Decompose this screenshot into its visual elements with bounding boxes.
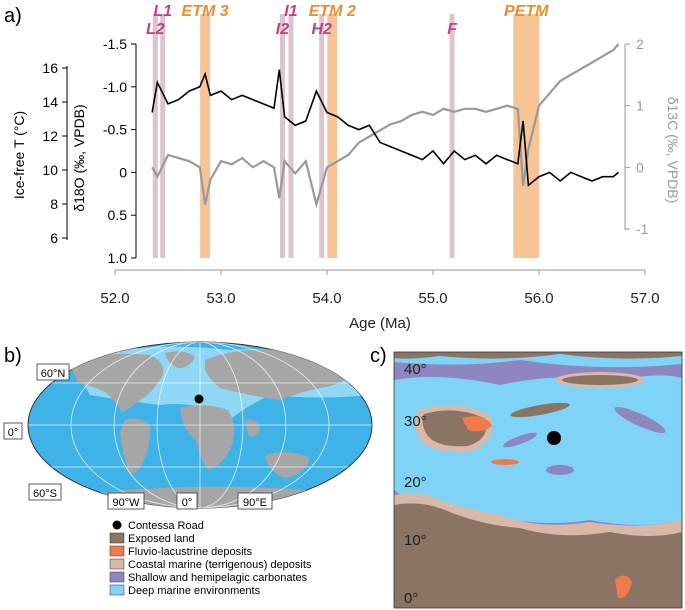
legend-swatch-coastal-marine — [109, 558, 125, 570]
d18o-tick-label: 0 — [119, 164, 127, 180]
event-label-petm: PETM — [504, 3, 549, 20]
legend-label-coastal-marine: Coastal marine (terrigenous) deposits — [128, 559, 312, 571]
event-band-etm-2 — [327, 14, 338, 258]
x-tick-label: 56.0 — [524, 290, 553, 307]
event-label-etm-3: ETM 3 — [182, 3, 229, 20]
c-lat-20: 20° — [404, 474, 427, 491]
lat-label-60s: 60°S — [33, 488, 57, 500]
legend-swatch-exposed-land — [109, 532, 125, 544]
d18o-tick-label: -1.0 — [103, 79, 127, 95]
event-label-i2: I2 — [276, 21, 289, 38]
panel-a-label: a) — [4, 5, 22, 27]
legend-label-fluvio-lacustrine: Fluvio-lacustrine deposits — [128, 546, 253, 558]
event-label-f: F — [447, 21, 458, 38]
southern-fluvio-deposit — [615, 575, 632, 599]
d13c-tick-label: -1 — [636, 221, 649, 237]
legend-label-shallow-carbonates: Shallow and hemipelagic carbonates — [128, 572, 308, 584]
x-tick-label: 54.0 — [312, 290, 341, 307]
lon-label-0: 0° — [182, 497, 193, 509]
x-tick-label: 57.0 — [630, 290, 659, 307]
event-label-h2: H2 — [311, 21, 332, 38]
temperature-axis: 16 14 12 10 8 6 — [42, 60, 68, 246]
legend-swatch-contessa-road — [112, 520, 122, 530]
temperature-axis-label: Ice-free T (°C) — [11, 111, 27, 199]
x-axis: 52.0 53.0 54.0 55.0 56.0 57.0 — [100, 269, 660, 307]
legend-swatch-deep-marine — [109, 584, 125, 596]
d13c-tick-label: 1 — [636, 98, 644, 114]
panel-b: b) — [3, 341, 373, 510]
c-lat-0: 0° — [404, 590, 418, 607]
southern-land — [394, 503, 682, 608]
event-label-l1: L1 — [153, 3, 172, 20]
d18o-axis: -1.5 -1.0 -0.5 0 0.5 1.0 — [103, 36, 137, 266]
lon-label-90w: 90°W — [112, 497, 140, 509]
c-lat-30: 30° — [404, 413, 427, 430]
legend-label-contessa-road: Contessa Road — [128, 520, 204, 532]
contessa-road-marker — [194, 394, 204, 404]
x-tick-label: 53.0 — [206, 290, 235, 307]
temp-tick-label: 12 — [42, 128, 58, 144]
d13c-axis: 2 1 0 -1 — [624, 36, 649, 237]
northern-land — [394, 352, 682, 359]
x-tick-label: 55.0 — [418, 290, 447, 307]
australia-landmass — [265, 452, 310, 478]
d13c-tick-label: 0 — [636, 159, 644, 175]
legend-label-exposed-land: Exposed land — [128, 533, 195, 545]
contessa-road-site-marker — [547, 431, 561, 445]
d18o-tick-label: 1.0 — [108, 250, 128, 266]
c-lat-40: 40° — [404, 361, 427, 378]
event-band-h2 — [319, 14, 325, 258]
lat-label-60n: 60°N — [41, 368, 66, 380]
legend-swatch-shallow-carbonates — [109, 571, 125, 583]
panel-b-label: b) — [4, 345, 22, 367]
event-band-f — [449, 14, 455, 258]
event-label-i1: I1 — [284, 3, 297, 20]
x-tick-label: 52.0 — [100, 290, 129, 307]
western-fluvio-deposit — [462, 416, 492, 432]
temp-tick-label: 10 — [42, 162, 58, 178]
event-label-etm-2: ETM 2 — [309, 3, 356, 20]
regional-map — [394, 352, 682, 608]
event-band-etm-3 — [200, 14, 211, 258]
temp-tick-label: 6 — [50, 230, 58, 246]
d18o-tick-label: 0.5 — [108, 207, 128, 223]
event-label-l2: L2 — [146, 21, 165, 38]
temp-tick-label: 14 — [42, 94, 58, 110]
legend: Contessa Road Exposed land Fluvio-lacust… — [109, 520, 312, 597]
d13c-series-line — [151, 43, 620, 209]
legend-label-deep-marine: Deep marine environments — [128, 585, 261, 597]
event-band-l1 — [160, 14, 166, 258]
d18o-axis-label: δ18O (‰, VPDB) — [71, 104, 87, 211]
panel-c: c) — [370, 345, 683, 609]
lat-label-equator: 0° — [8, 427, 19, 439]
south-america-landmass — [120, 418, 151, 474]
temp-tick-label: 8 — [50, 196, 58, 212]
d13c-tick-label: 2 — [636, 36, 644, 52]
x-axis-label: Age (Ma) — [349, 315, 411, 332]
event-band-i1 — [288, 14, 294, 258]
event-band-l2 — [152, 14, 158, 258]
lon-label-90e: 90°E — [243, 497, 267, 509]
d18o-tick-label: -1.5 — [103, 36, 127, 52]
d18o-series-line — [151, 69, 620, 187]
d18o-tick-label: -0.5 — [103, 122, 127, 138]
event-band-i2 — [279, 14, 285, 258]
c-lat-10: 10° — [404, 532, 427, 549]
event-band-petm — [513, 14, 540, 258]
d13c-axis-label: δ13C (‰, VPDB) — [665, 97, 681, 204]
legend-swatch-fluvio-lacustrine — [109, 545, 125, 557]
panel-c-label: c) — [370, 345, 387, 367]
temp-tick-label: 16 — [42, 60, 58, 76]
africa-landmass — [180, 405, 235, 470]
event-bands — [152, 14, 540, 258]
